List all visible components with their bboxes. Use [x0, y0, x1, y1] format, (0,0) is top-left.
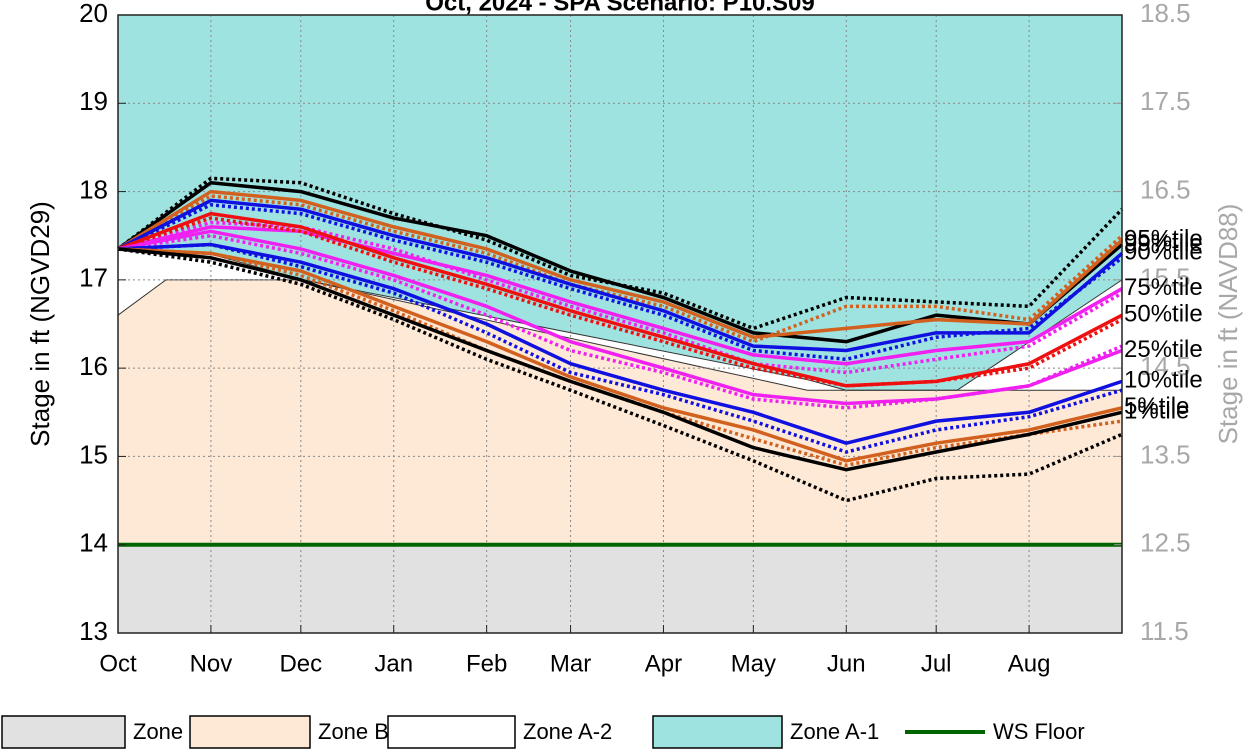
y2-tick-label: 12.5 [1140, 528, 1191, 558]
legend-label: WS Floor [993, 719, 1085, 744]
legend-label: Zone A-2 [523, 719, 612, 744]
percentile-line [117, 242, 1123, 445]
y2-axis-label: Stage in ft (NAVD88) [1213, 204, 1243, 445]
legend-label: Zone A-1 [790, 719, 879, 744]
x-tick-label: May [731, 650, 776, 677]
x-tick-label: Nov [190, 650, 233, 677]
percentile-label: 75%tile [1124, 274, 1203, 301]
percentile-line [117, 220, 1123, 375]
plot-area [116, 14, 1124, 634]
y2-tick-label: 11.5 [1140, 616, 1189, 646]
y2-tick-label: 18.5 [1140, 0, 1191, 28]
plot-frame [117, 14, 1123, 634]
percentile-line [117, 247, 1123, 503]
percentile-line [117, 247, 1123, 463]
x-tick-label: Apr [645, 650, 682, 677]
y-tick-label: 13 [79, 616, 108, 646]
y-tick-label: 16 [79, 351, 108, 381]
x-tick-label: Jun [827, 650, 866, 677]
y-tick-label: 20 [79, 0, 108, 28]
percentile-line [116, 180, 1124, 344]
x-tick-label: Feb [466, 650, 507, 677]
percentile-label: 99%tile [1124, 230, 1203, 257]
percentile-line [117, 211, 1123, 388]
zone-area [118, 279, 1122, 545]
percentile-label: 5%tile [1124, 393, 1189, 420]
percentile-line [117, 194, 1124, 344]
chart-title: Oct, 2024 - SPA Scenario: P10.S09 [425, 0, 815, 16]
y-tick-label: 17 [79, 263, 108, 293]
percentile-line [117, 247, 1123, 472]
percentile-line [117, 242, 1123, 454]
percentile-label: 10%tile [1124, 367, 1203, 394]
percentile-label: 90%tile [1124, 239, 1203, 266]
zone-area [118, 15, 1122, 391]
percentile-line [117, 198, 1124, 353]
x-tick-label: Jul [921, 650, 952, 677]
legend-swatch [652, 715, 783, 749]
y-tick-label: 14 [79, 528, 108, 558]
zone-area [118, 544, 1122, 633]
y2-tick-label: 16.5 [1140, 174, 1191, 204]
y2-tick-label: 17.5 [1140, 86, 1191, 116]
legend-swatch [387, 715, 516, 749]
x-tick-label: Aug [1008, 650, 1051, 677]
percentile-line [117, 233, 1123, 410]
y-tick-label: 18 [79, 174, 108, 204]
percentile-label: 95%tile [1124, 225, 1203, 252]
x-tick-label: Jan [374, 650, 413, 677]
y2-tick-label: 13.5 [1140, 439, 1191, 469]
y-axis-label: Stage in ft (NGVD29) [25, 201, 55, 447]
percentile-label: 1%tile [1124, 398, 1189, 425]
y-tick-label: 15 [79, 439, 108, 469]
legend-swatch [189, 715, 311, 749]
y2-tick-label: 14.5 [1140, 351, 1191, 381]
x-tick-label: Oct [99, 650, 137, 677]
percentile-label: 25%tile [1124, 336, 1203, 363]
percentile-label: 50%tile [1124, 301, 1203, 328]
percentile-line [117, 225, 1123, 366]
zone-area [118, 248, 1122, 391]
legend-label: Zone B [318, 719, 389, 744]
x-tick-label: Mar [550, 650, 591, 677]
percentile-line [117, 229, 1123, 406]
y-tick-label: 19 [79, 86, 108, 116]
legend-swatch [1, 715, 126, 749]
x-tick-label: Dec [279, 650, 322, 677]
y2-tick-label: 15.5 [1140, 263, 1191, 293]
percentile-line [117, 189, 1124, 339]
